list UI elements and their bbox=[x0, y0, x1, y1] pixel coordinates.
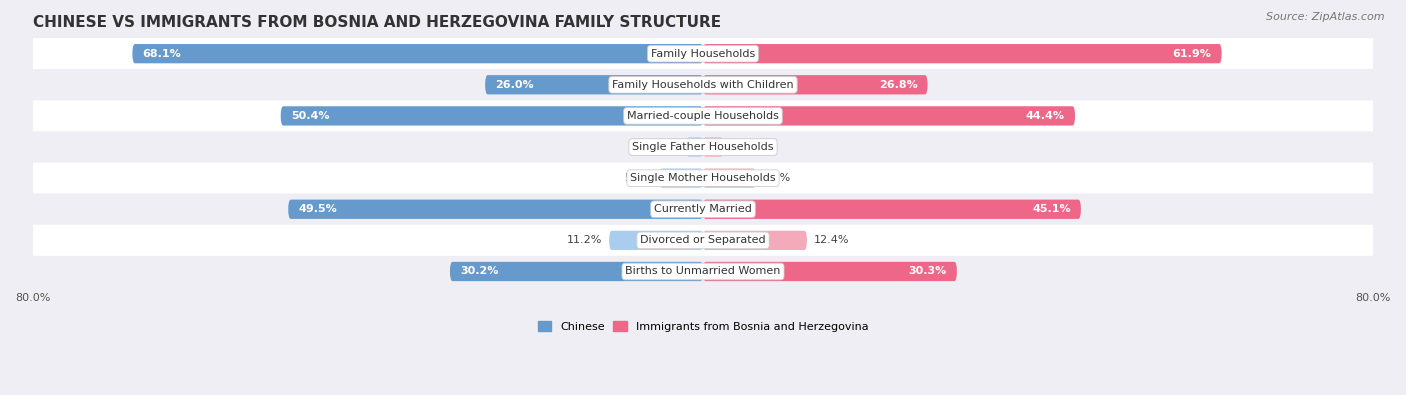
FancyBboxPatch shape bbox=[703, 106, 1076, 126]
FancyBboxPatch shape bbox=[609, 231, 703, 250]
Text: Divorced or Separated: Divorced or Separated bbox=[640, 235, 766, 245]
FancyBboxPatch shape bbox=[703, 137, 723, 157]
FancyBboxPatch shape bbox=[703, 44, 1222, 63]
Text: Family Households with Children: Family Households with Children bbox=[612, 80, 794, 90]
FancyBboxPatch shape bbox=[703, 199, 1081, 219]
Text: 30.2%: 30.2% bbox=[460, 267, 498, 276]
FancyBboxPatch shape bbox=[32, 163, 1374, 194]
Text: 6.3%: 6.3% bbox=[762, 173, 790, 183]
FancyBboxPatch shape bbox=[281, 106, 703, 126]
FancyBboxPatch shape bbox=[703, 231, 807, 250]
Text: 44.4%: 44.4% bbox=[1026, 111, 1064, 121]
FancyBboxPatch shape bbox=[132, 44, 703, 63]
Text: 26.0%: 26.0% bbox=[495, 80, 534, 90]
Text: 61.9%: 61.9% bbox=[1173, 49, 1212, 59]
FancyBboxPatch shape bbox=[703, 75, 928, 94]
Text: 30.3%: 30.3% bbox=[908, 267, 946, 276]
Text: 5.2%: 5.2% bbox=[624, 173, 652, 183]
Text: 50.4%: 50.4% bbox=[291, 111, 329, 121]
Text: 45.1%: 45.1% bbox=[1032, 204, 1071, 214]
Text: 49.5%: 49.5% bbox=[298, 204, 337, 214]
Text: Births to Unmarried Women: Births to Unmarried Women bbox=[626, 267, 780, 276]
FancyBboxPatch shape bbox=[485, 75, 703, 94]
Text: 68.1%: 68.1% bbox=[142, 49, 181, 59]
FancyBboxPatch shape bbox=[32, 69, 1374, 100]
FancyBboxPatch shape bbox=[32, 194, 1374, 225]
Text: 11.2%: 11.2% bbox=[567, 235, 602, 245]
FancyBboxPatch shape bbox=[450, 262, 703, 281]
Text: 2.4%: 2.4% bbox=[730, 142, 758, 152]
Text: 26.8%: 26.8% bbox=[879, 80, 918, 90]
Legend: Chinese, Immigrants from Bosnia and Herzegovina: Chinese, Immigrants from Bosnia and Herz… bbox=[533, 317, 873, 336]
FancyBboxPatch shape bbox=[288, 199, 703, 219]
FancyBboxPatch shape bbox=[686, 137, 703, 157]
Text: Currently Married: Currently Married bbox=[654, 204, 752, 214]
Text: 2.0%: 2.0% bbox=[651, 142, 679, 152]
Text: CHINESE VS IMMIGRANTS FROM BOSNIA AND HERZEGOVINA FAMILY STRUCTURE: CHINESE VS IMMIGRANTS FROM BOSNIA AND HE… bbox=[32, 15, 721, 30]
FancyBboxPatch shape bbox=[659, 169, 703, 188]
FancyBboxPatch shape bbox=[32, 225, 1374, 256]
Text: Single Father Households: Single Father Households bbox=[633, 142, 773, 152]
Text: Family Households: Family Households bbox=[651, 49, 755, 59]
FancyBboxPatch shape bbox=[32, 132, 1374, 163]
FancyBboxPatch shape bbox=[32, 100, 1374, 132]
FancyBboxPatch shape bbox=[703, 262, 957, 281]
Text: Source: ZipAtlas.com: Source: ZipAtlas.com bbox=[1267, 12, 1385, 22]
Text: Married-couple Households: Married-couple Households bbox=[627, 111, 779, 121]
FancyBboxPatch shape bbox=[32, 256, 1374, 287]
Text: Single Mother Households: Single Mother Households bbox=[630, 173, 776, 183]
FancyBboxPatch shape bbox=[32, 38, 1374, 69]
FancyBboxPatch shape bbox=[703, 169, 756, 188]
Text: 12.4%: 12.4% bbox=[814, 235, 849, 245]
